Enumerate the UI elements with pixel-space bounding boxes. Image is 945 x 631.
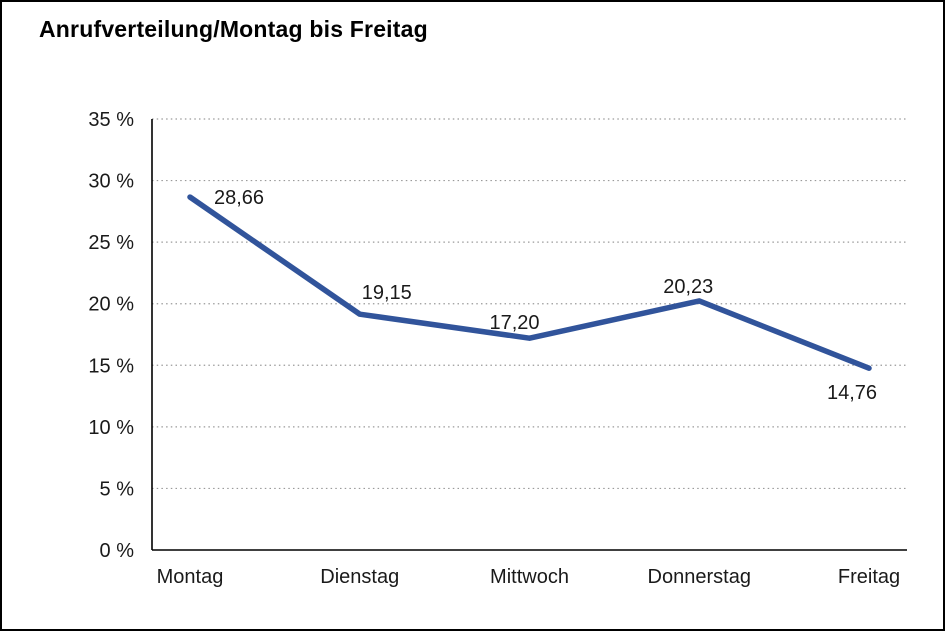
data-point-label: 17,20 — [489, 312, 539, 334]
y-tick-label: 35 % — [88, 109, 134, 131]
data-point-label: 14,76 — [827, 382, 877, 404]
x-category-label: Montag — [157, 566, 224, 588]
y-tick-label: 0 % — [100, 540, 135, 562]
y-tick-label: 30 % — [88, 171, 134, 193]
y-tick-label: 25 % — [88, 232, 134, 254]
y-tick-label: 10 % — [88, 417, 134, 439]
data-point-label: 28,66 — [214, 187, 264, 209]
y-tick-label: 5 % — [100, 478, 135, 500]
x-category-label: Mittwoch — [490, 566, 569, 588]
chart-title: Anrufverteilung/Montag bis Freitag — [39, 16, 428, 42]
x-category-label: Donnerstag — [648, 566, 751, 588]
x-category-label: Dienstag — [320, 566, 399, 588]
y-tick-label: 20 % — [88, 294, 134, 316]
data-line — [187, 194, 872, 371]
data-point-label: 20,23 — [663, 276, 713, 298]
x-category-label: Freitag — [838, 566, 900, 588]
data-point-label: 19,15 — [362, 282, 412, 304]
y-tick-label: 15 % — [88, 355, 134, 377]
